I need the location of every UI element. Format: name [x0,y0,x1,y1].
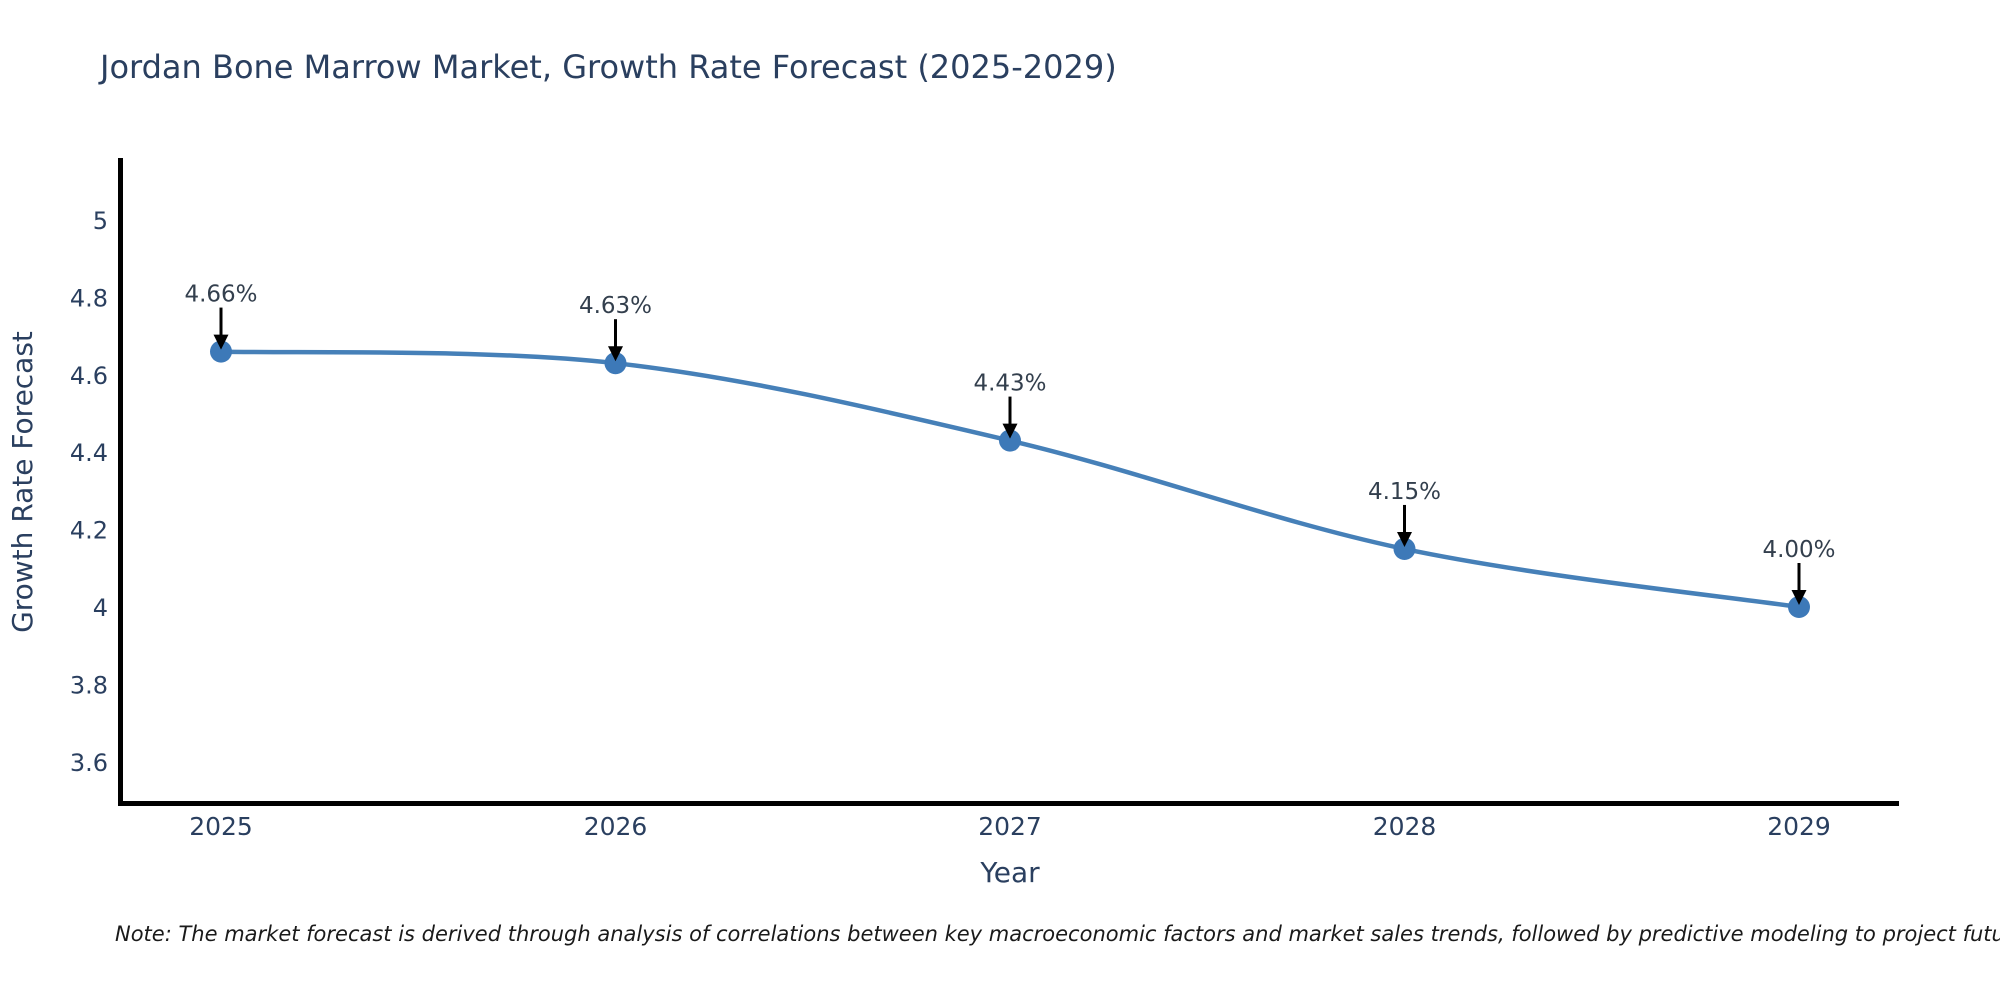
data-point [1393,537,1416,560]
x-axis-title: Year [979,856,1040,889]
annotation-arrow-head [1397,531,1412,547]
data-point-markers [210,340,1810,618]
point-annotation: 4.15% [1368,479,1441,547]
data-point [1788,596,1810,618]
data-point [210,340,232,363]
point-value-label: 4.00% [1762,537,1835,563]
x-axis-tick-labels: 2025 2026 2027 2028 2029 [189,812,1831,841]
data-point [999,429,1021,452]
point-annotation: 4.43% [973,371,1047,439]
point-annotation: 4.66% [184,282,258,350]
y-axis-title: Growth Rate Forecast [6,331,39,633]
y-tick-label: 5 [93,207,108,235]
y-tick-label: 4.6 [70,362,108,390]
annotation-arrow-head [1791,590,1807,605]
x-tick-label: 2029 [1767,812,1831,841]
y-tick-label: 4.8 [70,284,108,312]
point-value-label: 4.43% [973,371,1046,397]
chart-title: Jordan Bone Marrow Market, Growth Rate F… [98,48,1117,86]
x-tick-label: 2026 [584,812,648,841]
annotation-arrow-head [213,334,229,350]
annotation-arrow-head [1002,423,1018,439]
point-value-label: 4.15% [1368,479,1441,505]
y-tick-label: 3.6 [70,749,108,777]
y-tick-label: 4.2 [70,517,108,545]
point-annotation: 4.00% [1762,537,1836,605]
y-tick-label: 4.4 [70,439,108,467]
y-tick-label: 3.8 [70,671,108,699]
y-tick-label: 4 [93,594,108,622]
point-value-label: 4.66% [184,282,257,308]
data-point [604,352,627,375]
data-point-annotations: 4.66% 4.63% 4.43% 4.15% 4.00% [184,282,1836,605]
point-value-label: 4.63% [579,293,652,319]
x-tick-label: 2027 [978,812,1042,841]
point-annotation: 4.63% [579,293,652,362]
annotation-arrow-head [608,346,623,362]
x-tick-label: 2025 [189,812,253,841]
y-axis-tick-labels: 3.6 3.8 4 4.2 4.4 4.6 4.8 5 [70,207,108,777]
x-tick-label: 2028 [1373,812,1437,841]
footnote: Note: The market forecast is derived thr… [115,922,2000,946]
